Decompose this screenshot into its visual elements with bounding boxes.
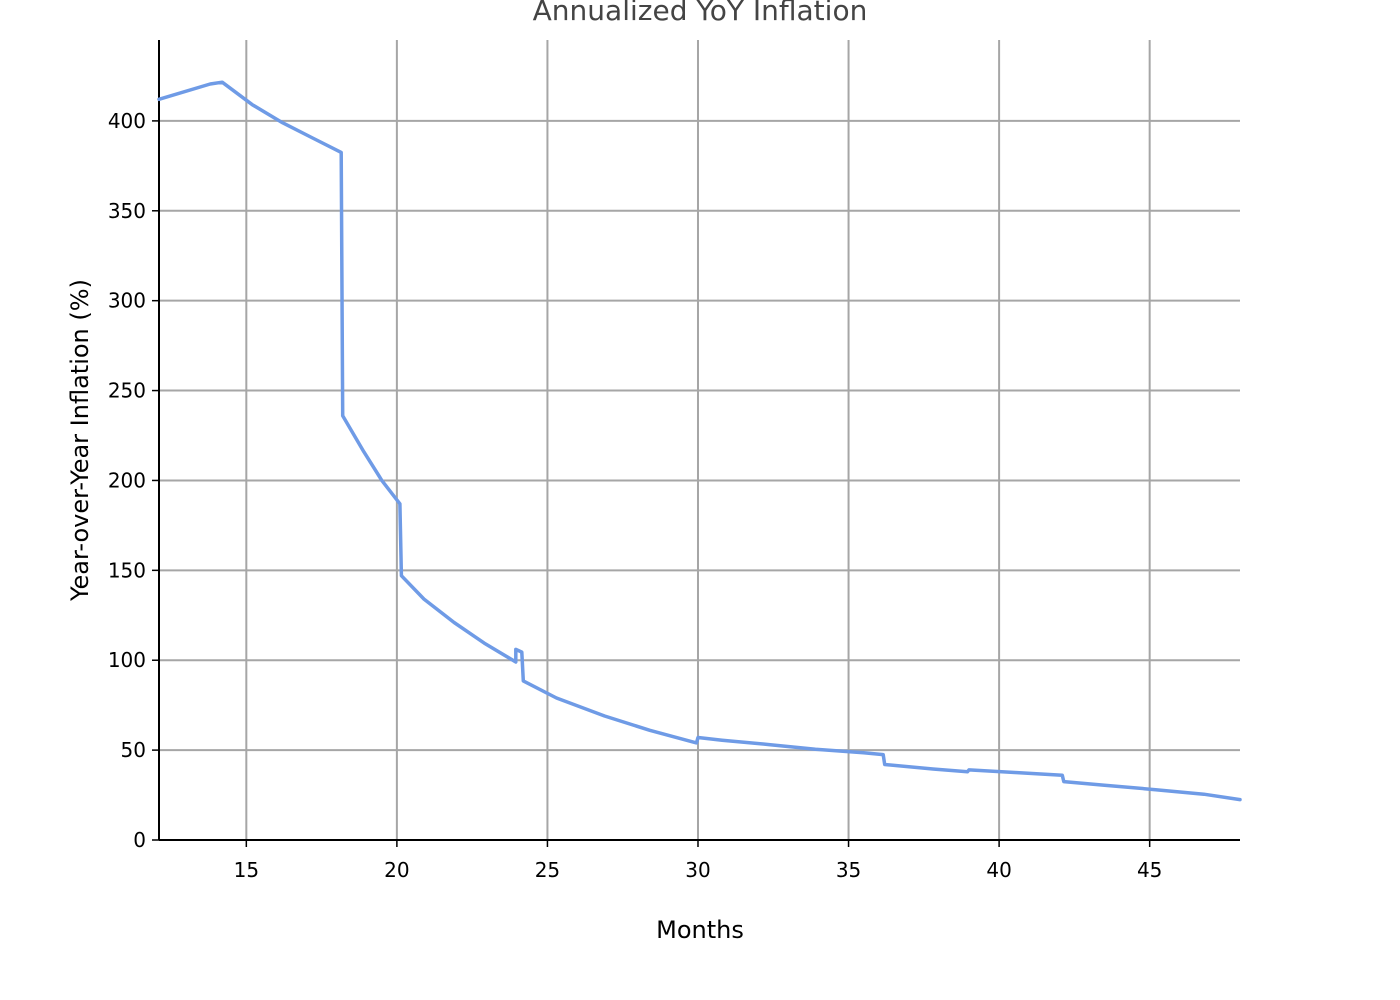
y-tick-label: 50	[121, 738, 146, 762]
y-tick-label: 400	[108, 109, 146, 133]
y-tick-label: 350	[108, 199, 146, 223]
y-tick-label: 100	[108, 648, 146, 672]
x-tick-label: 40	[986, 858, 1011, 882]
x-tick-label: 35	[836, 858, 861, 882]
chart-title: Annualized YoY Inflation	[533, 0, 868, 27]
series-line-inflation	[157, 80, 1242, 802]
grid-lines	[159, 40, 1240, 840]
y-tick-label: 0	[133, 828, 146, 852]
y-tick-label: 200	[108, 468, 146, 492]
axis-ticks: 15 20 25 30 35 40 45 0 50 100 150 200 250 300 350 400	[108, 109, 1163, 882]
y-tick-label: 250	[108, 379, 146, 403]
x-tick-label: 30	[685, 858, 710, 882]
x-tick-label: 15	[234, 858, 259, 882]
x-tick-label: 20	[384, 858, 409, 882]
y-tick-label: 150	[108, 558, 146, 582]
y-axis-title: Year-over-Year Inflation (%)	[66, 279, 94, 602]
x-tick-label: 45	[1137, 858, 1162, 882]
axes	[158, 40, 1240, 841]
x-axis-title: Months	[656, 916, 744, 944]
x-tick-label: 25	[535, 858, 560, 882]
y-tick-label: 300	[108, 289, 146, 313]
